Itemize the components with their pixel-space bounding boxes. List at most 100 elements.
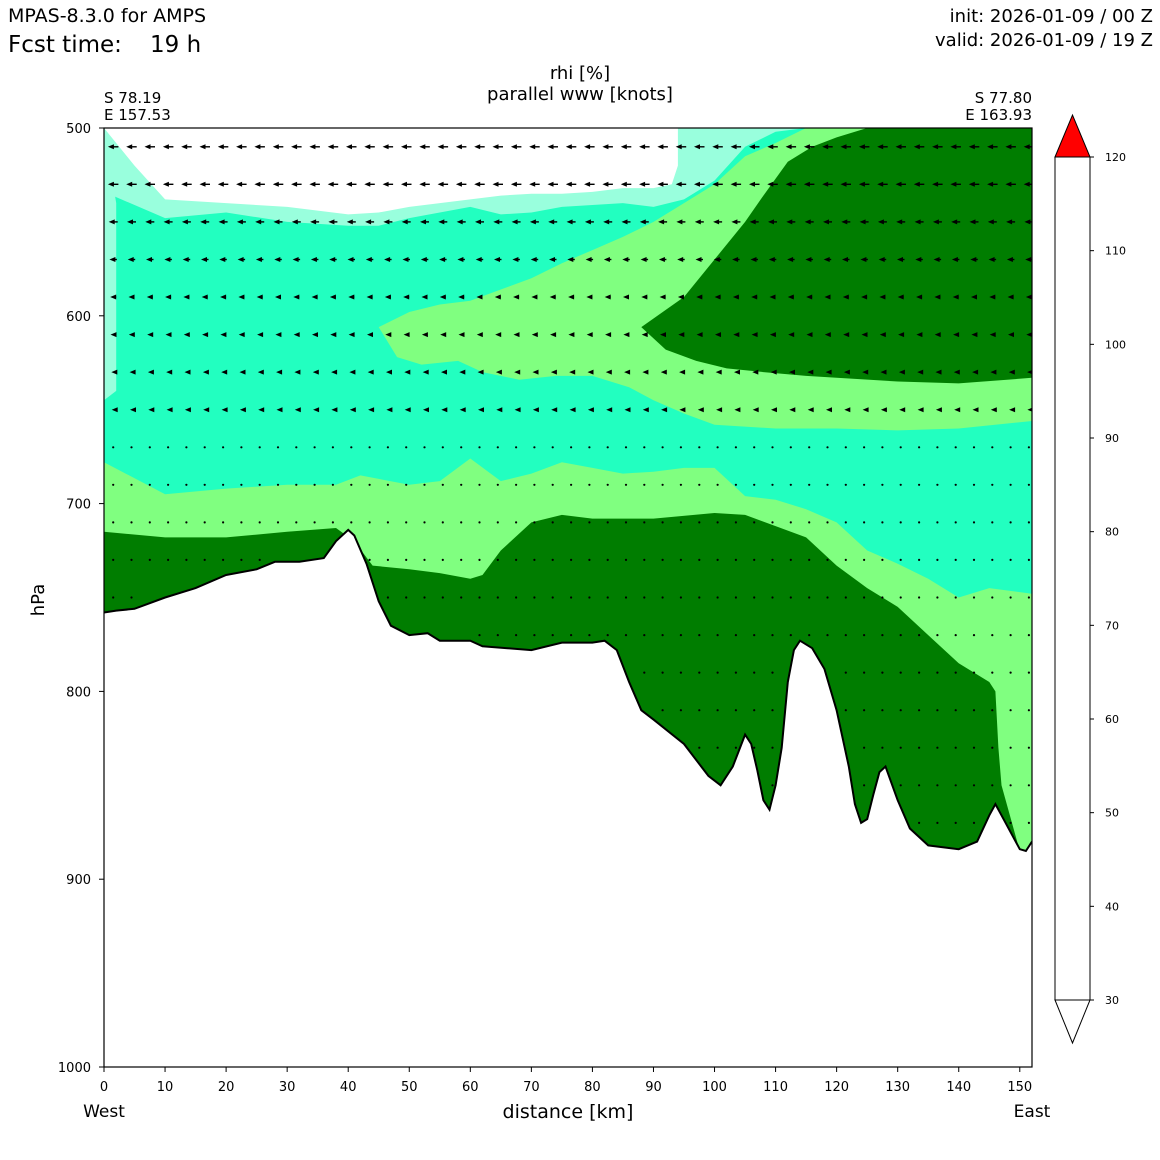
wind-vector-head [807, 369, 814, 375]
wind-vector [386, 596, 389, 599]
wind-vector-head [202, 369, 209, 375]
wind-vector-head [257, 332, 264, 338]
wind-vector-head [785, 144, 792, 150]
wind-vector-head [771, 407, 777, 413]
wind-vector-head [1027, 407, 1032, 412]
wind-vector [368, 446, 371, 449]
wind-vector-head [603, 219, 610, 225]
wind-vector [698, 746, 701, 749]
wind-vector [771, 483, 774, 486]
wind-vector-head [419, 181, 426, 187]
wind-vector-head [972, 407, 979, 413]
wind-vector-head [642, 407, 649, 413]
wind-vector-head [184, 407, 191, 413]
wind-vector [972, 446, 976, 449]
wind-vector-head [806, 294, 813, 300]
wind-vector-head [877, 181, 884, 187]
wind-vector-head [749, 144, 755, 150]
wind-vector [936, 521, 939, 524]
wind-vector [918, 634, 921, 637]
wind-vector-head [384, 294, 391, 300]
wind-vector-head [476, 294, 483, 300]
wind-vector-head [255, 219, 262, 225]
wind-vector-head [769, 332, 776, 338]
wind-vector [112, 446, 115, 449]
wind-vector-head [603, 257, 610, 262]
wind-vector [276, 521, 280, 524]
wind-vector-head [768, 219, 774, 225]
wind-vector [771, 671, 774, 674]
wind-vector-head [291, 219, 298, 225]
wind-vector [972, 671, 976, 674]
wind-vector [478, 558, 481, 562]
wind-vector [698, 634, 701, 637]
wind-vector-head [841, 219, 848, 225]
wind-vector [313, 446, 316, 449]
wind-vector-head [437, 181, 444, 187]
wind-vector-head [441, 369, 447, 375]
wind-vector-head [858, 144, 865, 150]
wind-vector [515, 521, 518, 524]
wind-vector [899, 558, 902, 562]
wind-vector [899, 784, 902, 787]
wind-vector-head [236, 219, 243, 225]
wind-vector-head [130, 407, 136, 413]
wind-vector [551, 483, 554, 486]
wind-vector-head [423, 407, 429, 413]
wind-vector-head [327, 144, 334, 150]
wind-vector [624, 634, 628, 637]
wind-vector-head [823, 257, 830, 262]
wind-vector-head [840, 144, 847, 150]
wind-vector [1027, 821, 1030, 825]
wind-vector [734, 558, 738, 562]
wind-vector [350, 521, 353, 524]
wind-vector [972, 709, 976, 712]
plot-frame [103, 127, 1033, 1068]
wind-vector [881, 671, 884, 674]
wind-vector-head [987, 144, 994, 150]
wind-vector [167, 521, 170, 524]
wind-vector-head [568, 332, 575, 338]
wind-vector-head [276, 407, 283, 413]
wind-vector [606, 558, 609, 562]
wind-vector-head [584, 144, 591, 150]
wind-vector-head [932, 144, 939, 150]
wind-vector [771, 784, 774, 787]
wind-vector-head [569, 369, 576, 375]
wind-vector [624, 446, 628, 449]
wind-vector-head [128, 332, 135, 338]
wind-vector [1009, 671, 1012, 674]
wind-vector-head [364, 181, 371, 187]
wind-vector [936, 709, 939, 712]
wind-vector [588, 446, 591, 449]
wind-vector-head [825, 369, 832, 375]
terrain-mask [104, 529, 1032, 1067]
wind-vector-head [712, 144, 719, 150]
wind-vector [753, 596, 756, 599]
rhi-band-below-40 [104, 128, 678, 215]
wind-vector-head [146, 257, 152, 262]
wind-vector-head [641, 294, 648, 300]
wind-vector [679, 446, 683, 449]
wind-vector-head [932, 219, 939, 225]
x-tick-label: 20 [218, 1080, 235, 1095]
wind-vector [276, 483, 280, 486]
wind-vector [954, 784, 957, 787]
wind-vector-head [239, 369, 246, 375]
wind-vector [1027, 746, 1030, 749]
wind-vector [588, 634, 591, 637]
x-tick-label: 120 [824, 1080, 849, 1095]
wind-vector [1027, 483, 1030, 486]
wind-vector [936, 746, 939, 749]
wind-vector [386, 558, 389, 562]
wind-vector-head [767, 181, 774, 187]
wind-vector [753, 483, 756, 486]
wind-vector-head [897, 257, 903, 262]
wind-vector [405, 446, 408, 449]
wind-vector-head [346, 181, 352, 187]
wind-vector-head [1005, 144, 1012, 150]
wind-vector [661, 446, 664, 449]
wind-vector-head [676, 219, 683, 225]
wind-vector [478, 446, 481, 449]
